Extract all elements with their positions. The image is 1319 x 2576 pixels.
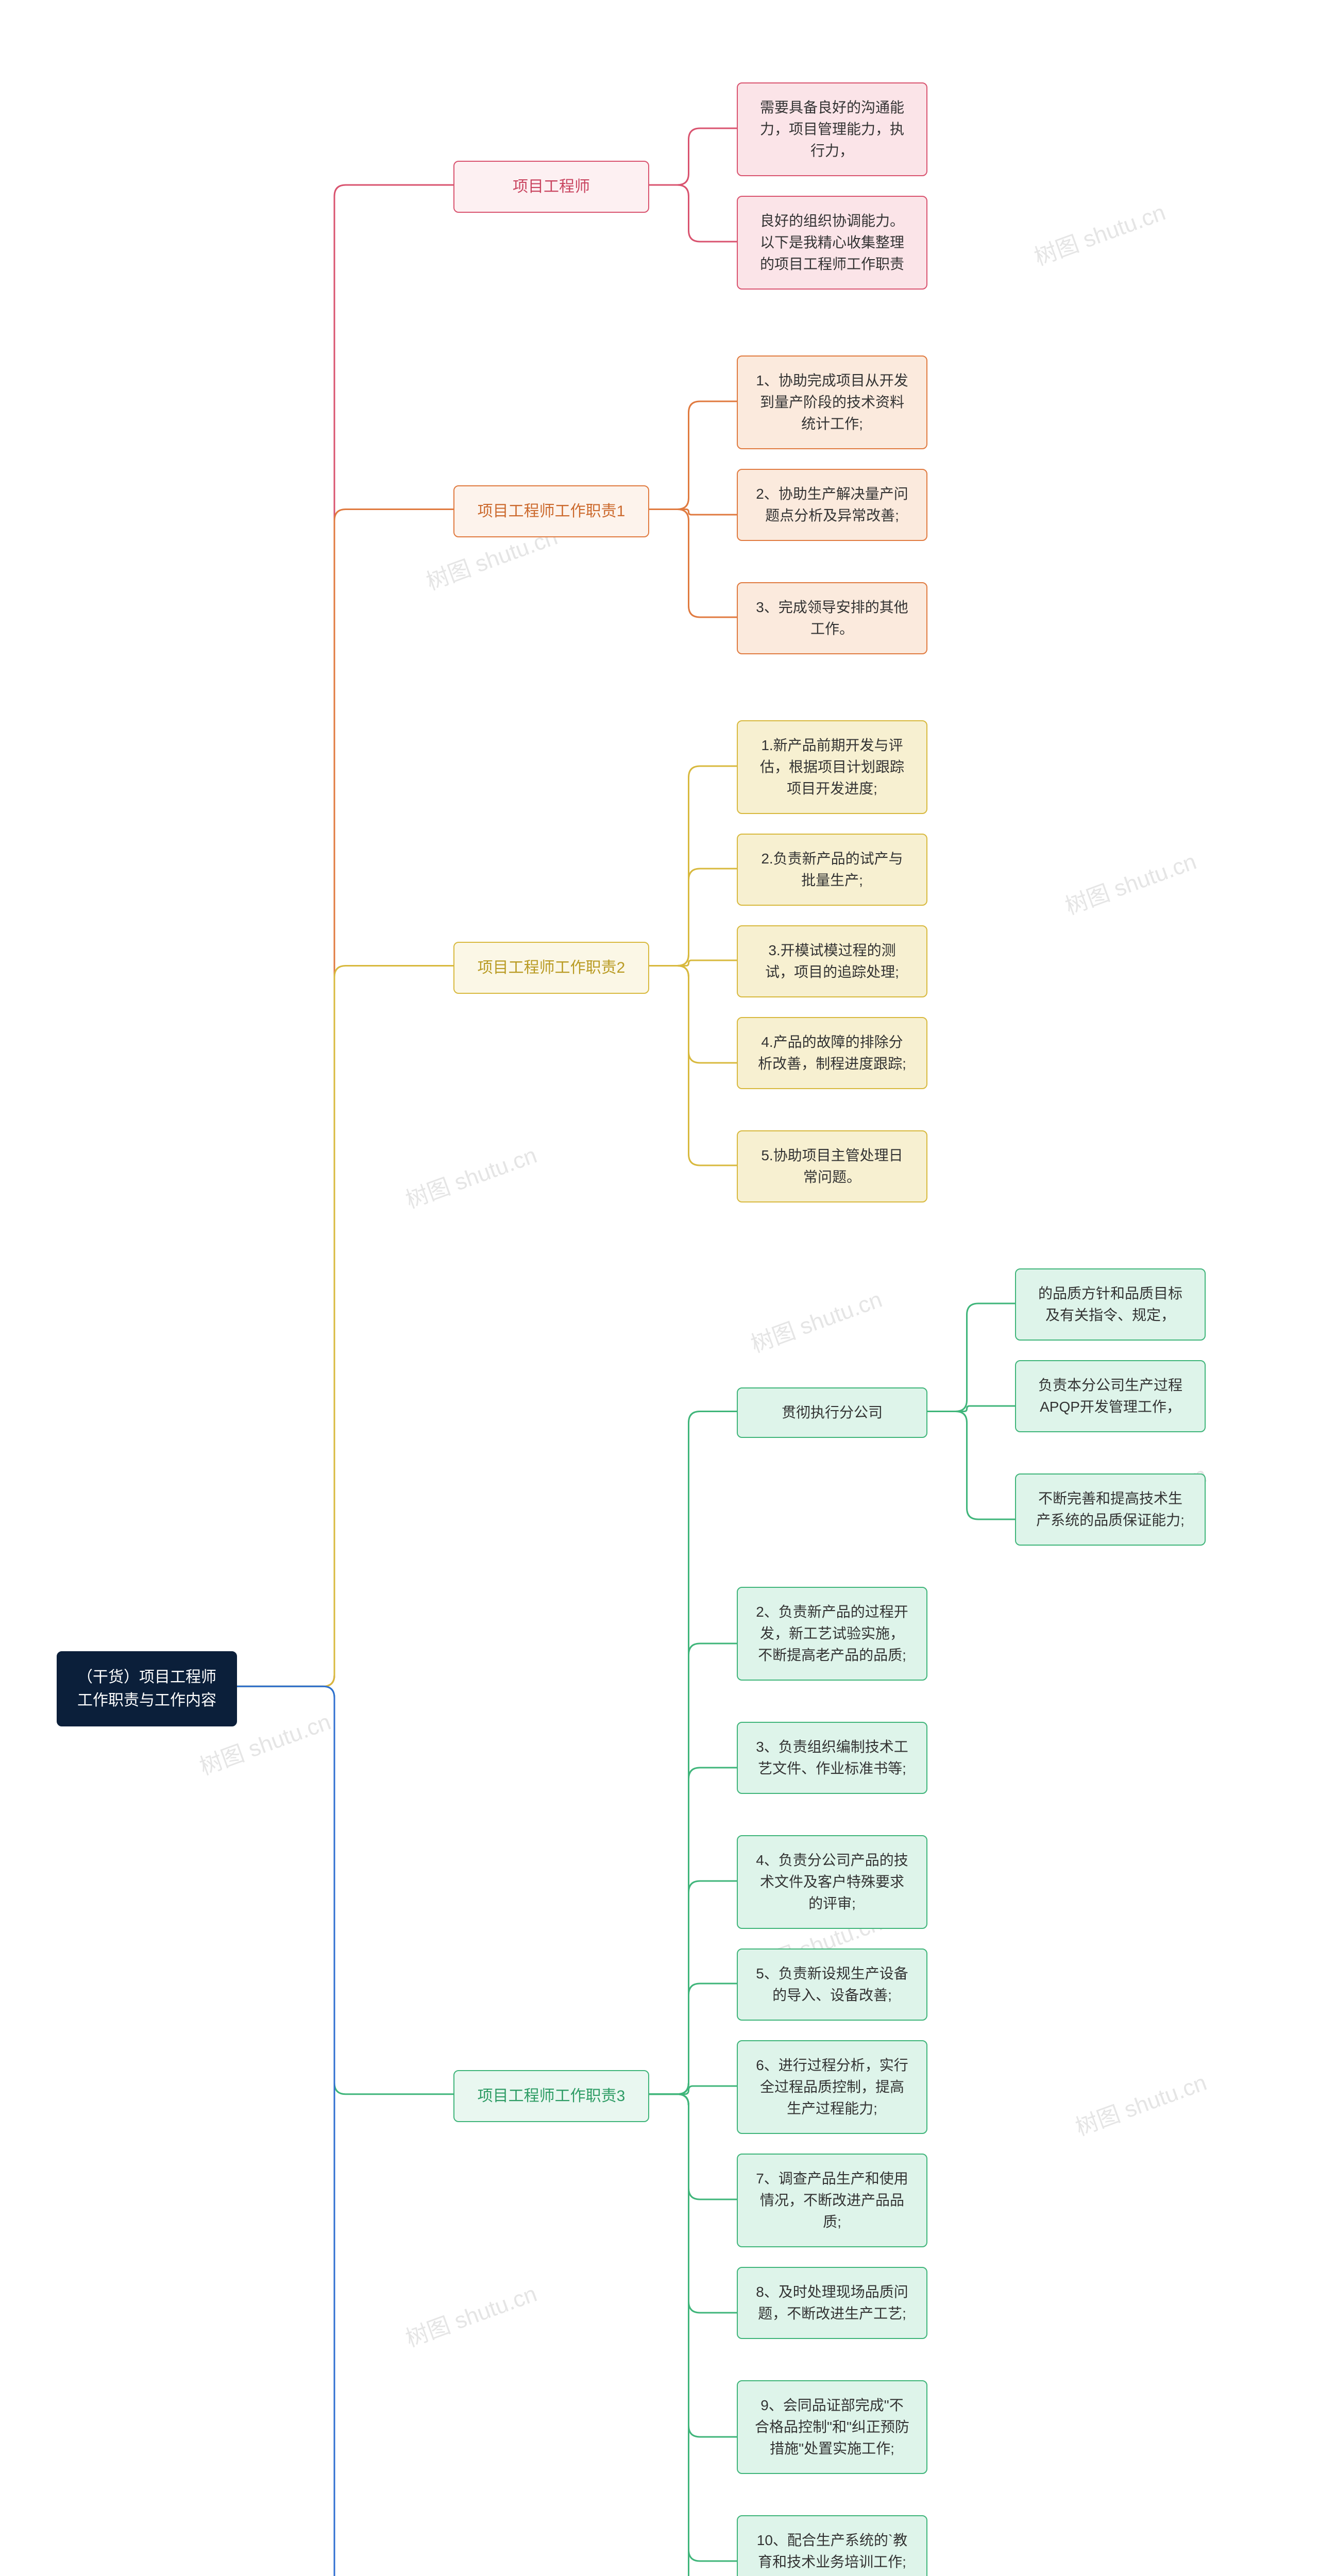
connector-edge [649, 869, 737, 966]
connector-edge [237, 185, 453, 1686]
leaf-node: 9、会同品证部完成"不合格品控制"和"纠正预防措施"处置实施工作; [737, 2380, 927, 2474]
leaf-node: 2.负责新产品的试产与批量生产; [737, 834, 927, 906]
connector-edge [649, 2094, 737, 2437]
connector-edge [649, 128, 737, 185]
leaf-node: 10、配合生产系统的`教育和技术业务培训工作; [737, 2515, 927, 2576]
leaf-node: 良好的组织协调能力。以下是我精心收集整理的项目工程师工作职责 [737, 196, 927, 290]
leaf-node: 5、负责新设规生产设备的导入、设备改善; [737, 1948, 927, 2021]
sub-leaf-node: 的品质方针和品质目标及有关指令、规定， [1015, 1268, 1206, 1341]
connector-edge [649, 2094, 737, 2576]
connector-edge [927, 1406, 1015, 1412]
watermark: 树图 shutu.cn [1070, 2064, 1210, 2142]
leaf-node: 1、协助完成项目从开发到量产阶段的技术资料统计工作; [737, 355, 927, 449]
root-node: （干货）项目工程师工作职责与工作内容 [57, 1651, 237, 1726]
watermark: 树图 shutu.cn [1029, 194, 1169, 272]
connector-edge [649, 2094, 737, 2313]
leaf-node: 4、负责分公司产品的技术文件及客户特殊要求的评审; [737, 1835, 927, 1929]
connector-edge [237, 1686, 453, 2576]
connector-edge [649, 401, 737, 510]
watermark: 树图 shutu.cn [400, 1137, 540, 1214]
leaf-node: 8、及时处理现场品质问题，不断改进生产工艺; [737, 2267, 927, 2339]
connector-edge [649, 966, 737, 1166]
branch-node: 项目工程师 [453, 161, 649, 213]
leaf-node: 1.新产品前期开发与评估，根据项目计划跟踪项目开发进度; [737, 720, 927, 814]
leaf-node: 3、完成领导安排的其他工作。 [737, 582, 927, 654]
connector-edge [927, 1412, 1015, 1520]
connector-edge [237, 966, 453, 1687]
connector-edge [649, 2094, 737, 2576]
connector-edge [649, 1643, 737, 2094]
connector-edge [649, 966, 737, 1063]
connector-edge [237, 1686, 453, 2094]
leaf-node: 需要具备良好的沟通能力，项目管理能力，执行力， [737, 82, 927, 176]
connector-edge [649, 1412, 737, 2094]
connector-edge [649, 510, 737, 618]
connector-edge [649, 766, 737, 966]
connector-edge [649, 185, 737, 242]
branch-node: 项目工程师工作职责2 [453, 942, 649, 994]
connector-edge [649, 2094, 737, 2561]
leaf-node: 3、负责组织编制技术工艺文件、作业标准书等; [737, 1722, 927, 1794]
leaf-node: 2、负责新产品的过程开发，新工艺试验实施，不断提高老产品的品质; [737, 1587, 927, 1681]
leaf-node: 贯彻执行分公司 [737, 1387, 927, 1438]
connector-edge [237, 510, 453, 1687]
connector-edge [649, 1881, 737, 2094]
leaf-node: 2、协助生产解决量产问题点分析及异常改善; [737, 469, 927, 541]
watermark: 树图 shutu.cn [1060, 843, 1200, 921]
leaf-node: 4.产品的故障的排除分析改善，制程进度跟踪; [737, 1017, 927, 1089]
leaf-node: 5.协助项目主管处理日常问题。 [737, 1130, 927, 1202]
connector-edge [649, 1768, 737, 2094]
branch-node: 项目工程师工作职责3 [453, 2070, 649, 2122]
connector-edge [649, 1984, 737, 2094]
sub-leaf-node: 不断完善和提高技术生产系统的品质保证能力; [1015, 1473, 1206, 1546]
connector-edge [927, 1303, 1015, 1412]
leaf-node: 6、进行过程分析，实行全过程品质控制，提高生产过程能力; [737, 2040, 927, 2134]
connector-edge [649, 2086, 737, 2094]
leaf-node: 7、调查产品生产和使用情况，不断改进产品品质; [737, 2154, 927, 2247]
branch-node: 项目工程师工作职责1 [453, 485, 649, 537]
connector-edge [649, 960, 737, 966]
connector-edge [649, 510, 737, 515]
leaf-node: 3.开模试模过程的测试，项目的追踪处理; [737, 925, 927, 997]
connector-edge [649, 2094, 737, 2199]
watermark: 树图 shutu.cn [746, 1281, 886, 1359]
watermark: 树图 shutu.cn [400, 2275, 540, 2353]
sub-leaf-node: 负责本分公司生产过程APQP开发管理工作， [1015, 1360, 1206, 1432]
